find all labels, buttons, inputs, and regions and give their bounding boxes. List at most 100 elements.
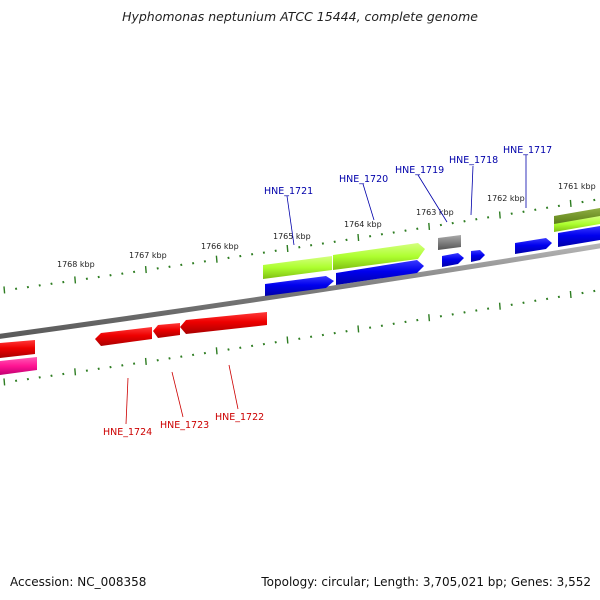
outer-ring-minor-tick <box>298 245 301 249</box>
outer-ring-minor-tick <box>545 206 549 210</box>
inner-ring-minor-tick <box>156 358 159 362</box>
genome-backbone <box>0 243 600 339</box>
gene-label-hne-1717[interactable]: HNE_1717 <box>503 145 552 156</box>
outer-ring-minor-tick <box>239 254 242 258</box>
outer-ring-major-tick <box>428 222 431 230</box>
inner-ring-minor-tick <box>191 353 195 357</box>
inner-ring-major-tick <box>144 357 147 365</box>
inner-ring-minor-tick <box>368 326 372 329</box>
scale-label-1767: 1767 kbp <box>129 251 167 260</box>
inner-ring-minor-tick <box>180 355 183 358</box>
inner-ring-minor-tick <box>274 341 277 344</box>
inner-ring-major-tick <box>286 336 289 344</box>
feature-hne-1721[interactable] <box>265 276 334 296</box>
outer-ring-minor-tick <box>262 251 266 254</box>
inner-ring-minor-tick <box>593 289 596 293</box>
feature-blue-right[interactable] <box>558 226 600 247</box>
outer-ring-minor-tick <box>62 280 65 284</box>
feature-red-left[interactable] <box>0 340 35 358</box>
outer-ring-minor-tick <box>392 231 395 234</box>
outer-ring-minor-tick <box>439 223 443 227</box>
scale-label-1763: 1763 kbp <box>416 208 454 217</box>
scale-label-1764: 1764 kbp <box>344 220 382 229</box>
scale-label-1762: 1762 kbp <box>487 194 525 203</box>
gene-label-hne-1720[interactable]: HNE_1720 <box>339 174 388 185</box>
inner-ring-minor-tick <box>534 299 537 303</box>
outer-ring-major-tick <box>498 211 501 219</box>
feature-hne-1718[interactable] <box>471 250 485 262</box>
gene-label-hne-1719[interactable]: HNE_1719 <box>395 165 444 176</box>
outer-ring-major-tick <box>215 255 218 263</box>
feature-olive-green-lower[interactable] <box>554 216 600 232</box>
feature-hne-1720[interactable] <box>336 260 424 285</box>
inner-ring-minor-tick <box>62 372 65 376</box>
outer-ring-minor-tick <box>180 263 183 267</box>
feature-gray[interactable] <box>438 235 461 250</box>
inner-ring-minor-tick <box>380 324 384 327</box>
feature-hne-1724[interactable] <box>95 327 152 346</box>
outer-ring-minor-tick <box>309 244 313 247</box>
outer-ring-major-tick <box>74 276 77 284</box>
outer-ring-minor-tick <box>85 277 89 280</box>
gene-label-hne-1718[interactable]: HNE_1718 <box>449 155 498 166</box>
inner-ring-minor-tick <box>97 367 100 371</box>
feature-hne-1720-green[interactable] <box>333 243 425 270</box>
inner-ring-major-tick <box>215 347 218 355</box>
forward-features-outer <box>263 208 600 279</box>
outer-ring-minor-tick <box>97 275 100 279</box>
reverse-features <box>0 312 267 375</box>
feature-hne-1723[interactable] <box>153 323 180 338</box>
outer-ring-minor-tick <box>109 274 112 277</box>
inner-ring-minor-tick <box>451 313 454 316</box>
outer-ring-minor-tick <box>38 284 41 287</box>
inner-ring-minor-tick <box>38 376 41 379</box>
outer-ring-minor-tick <box>250 253 254 256</box>
inner-ring-minor-tick <box>345 330 348 333</box>
outer-ring-minor-tick <box>50 282 53 286</box>
inner-ring-minor-tick <box>545 297 549 301</box>
outer-ring-major-tick <box>286 244 289 253</box>
outer-ring-minor-tick <box>404 229 407 232</box>
inner-ring-minor-tick <box>392 322 395 326</box>
inner-ring-minor-tick <box>416 318 419 322</box>
inner-ring-minor-tick <box>227 348 230 351</box>
inner-ring-minor-tick <box>239 346 242 349</box>
inner-ring-minor-tick <box>404 320 407 324</box>
outer-ring-minor-tick <box>333 240 336 243</box>
feature-hne-1721-green[interactable] <box>263 256 332 279</box>
outer-ring-minor-tick <box>274 249 277 253</box>
inner-ring-minor-tick <box>557 295 561 299</box>
feature-hne-1722[interactable] <box>180 312 267 334</box>
inner-ring-minor-tick <box>321 333 325 337</box>
inner-ring-major-tick <box>569 290 572 299</box>
inner-tick-ring <box>3 289 596 386</box>
outer-ring-minor-tick <box>593 198 596 202</box>
gene-label-leaders <box>125 155 527 425</box>
gene-label-hne-1723[interactable]: HNE_1723 <box>160 420 209 431</box>
inner-ring-major-tick <box>3 378 6 386</box>
outer-ring-minor-tick <box>368 234 372 238</box>
leader-hne-1718 <box>470 165 474 216</box>
outer-ring-minor-tick <box>463 219 466 223</box>
gene-label-hne-1722[interactable]: HNE_1722 <box>215 412 264 423</box>
feature-magenta-left[interactable] <box>0 357 37 375</box>
inner-ring-minor-tick <box>486 307 490 310</box>
feature-hne-1717[interactable] <box>515 238 552 254</box>
inner-ring-minor-tick <box>132 362 136 365</box>
outer-ring-minor-tick <box>121 272 124 275</box>
outer-ring-minor-tick <box>168 265 171 268</box>
scale-label-1768: 1768 kbp <box>57 260 95 269</box>
inner-ring-minor-tick <box>203 351 207 355</box>
outer-ring-minor-tick <box>26 285 30 289</box>
inner-ring-minor-tick <box>50 374 53 377</box>
inner-ring-minor-tick <box>522 301 525 305</box>
inner-ring-major-tick <box>498 302 501 310</box>
outer-ring-minor-tick <box>156 267 159 270</box>
gene-label-hne-1721[interactable]: HNE_1721 <box>264 186 313 197</box>
leader-hne-1722 <box>228 364 239 410</box>
gene-label-hne-1724[interactable]: HNE_1724 <box>103 427 152 438</box>
outer-ring-minor-tick <box>345 238 348 242</box>
scale-label-1765: 1765 kbp <box>273 232 311 241</box>
feature-hne-1719[interactable] <box>442 253 464 267</box>
